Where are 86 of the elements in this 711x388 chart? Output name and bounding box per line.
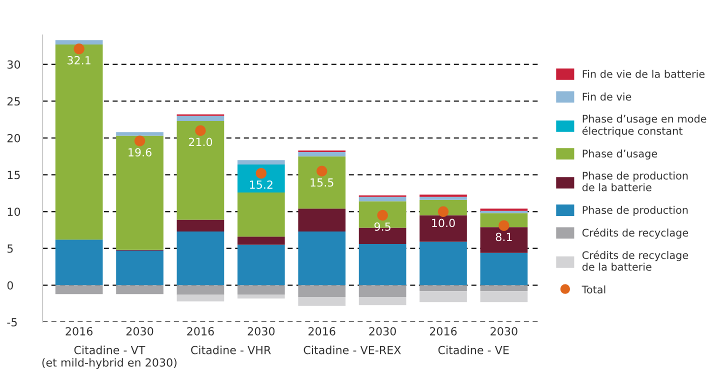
data-label: 19.6 [128,148,152,156]
legend-label: Total [582,285,606,294]
bar [420,196,467,200]
x-tick-label: 2030 [369,327,396,336]
point [134,136,146,146]
bar [298,231,346,286]
bar [55,240,103,286]
y-tick-label: 20 [7,134,20,142]
bar [176,121,224,220]
bar [420,242,467,286]
bar [298,152,346,156]
y-tick-label: 25 [7,97,20,106]
bar [176,220,224,232]
point [316,166,328,176]
bar [176,116,224,122]
bar [116,285,164,294]
data-label: 21.0 [188,138,212,146]
legend-label: Phase de production de la batterie [582,172,688,192]
bar [298,208,346,232]
legend-label: Fin de vie de la batterie [582,70,705,78]
bar [480,210,528,214]
point [438,206,449,217]
bar [176,285,224,295]
bar [55,285,103,294]
bar [358,285,406,298]
bar [237,164,285,192]
text: Citadine - VT (et mild-hybrid en 2030) [42,346,176,369]
data-label: 10.0 [432,218,455,228]
x-tick-label: 2030 [248,327,275,336]
legend-label: Phase d’usage en mode électrique constant [582,114,706,137]
bar [420,215,467,242]
x-tick-label: 2016 [66,327,93,336]
y-tick-label: -5 [7,318,17,326]
point [74,44,84,54]
bar [480,213,528,228]
text: Citadine - VE-REX [304,346,401,354]
bar [420,285,467,292]
point [377,210,388,221]
bar [237,192,285,237]
bar [358,244,406,286]
bar [480,291,528,302]
legend-label: Phase d’usage [582,149,658,160]
bar [237,244,285,286]
bar [176,294,224,302]
legend-label: Fin de vie [582,92,632,101]
bar [116,132,164,136]
bar [237,236,285,245]
legend-label: Crédits de recyclage [582,228,688,239]
data-label: 32.1 [68,56,90,64]
x-tick-label: 2016 [430,327,457,336]
bar [237,160,285,164]
bar [237,294,285,298]
y-tick-label: 10 [8,208,20,216]
bar [298,285,346,298]
bar [358,196,406,202]
bar [298,297,346,306]
bar [480,227,528,253]
data-label: 8.1 [496,232,512,242]
bar [480,285,528,292]
x-tick-label: 2030 [126,327,154,336]
data-label: 15.2 [250,180,272,189]
x-tick-label: 2030 [490,327,518,336]
point [256,168,267,179]
bar [420,291,467,302]
bar [176,231,224,286]
point [498,220,510,231]
bar [480,252,528,286]
bar [116,136,164,250]
x-tick-label: 2016 [187,327,214,336]
bar [358,297,406,306]
bar [298,156,346,209]
text: Citadine - VHR [191,346,271,354]
y-tick-label: 15 [8,170,20,180]
bar [237,285,285,295]
bar [55,44,103,240]
y-tick-label: 30 [8,60,20,69]
bar [55,40,103,44]
x-tick-label: 2016 [308,327,336,336]
point [195,125,206,136]
legend-label: Crédits de recyclage de la batterie [582,250,688,271]
y-tick-label: 0 [7,281,13,290]
text: Citadine - VE [438,346,509,354]
data-label: 15.5 [310,178,334,187]
y-tick-label: 5 [8,244,13,253]
legend-label: Phase de production [582,206,688,216]
bar [116,250,164,286]
